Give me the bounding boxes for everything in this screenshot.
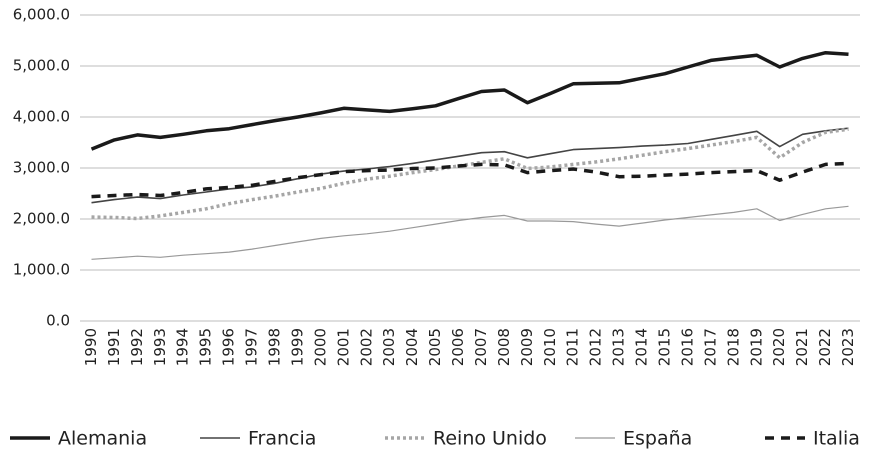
- x-tick-label: 1994: [174, 328, 192, 366]
- x-tick-label: 1992: [128, 328, 146, 366]
- x-tick-label: 2001: [334, 328, 352, 366]
- y-tick-label: 4,000.0: [13, 108, 70, 126]
- x-tick-label: 1996: [220, 328, 238, 366]
- series-line: [91, 127, 849, 204]
- x-tick-label: 2013: [610, 328, 628, 366]
- x-tick-label: 1991: [105, 328, 123, 366]
- x-tick-label: 2018: [724, 328, 742, 366]
- x-tick-label: 1990: [82, 328, 100, 366]
- x-tick-label: 2002: [357, 328, 375, 366]
- legend-label: Francia: [248, 428, 316, 450]
- x-tick-label: 1993: [151, 328, 169, 366]
- x-tick-label: 2015: [656, 328, 674, 366]
- x-tick-label: 2010: [541, 328, 559, 366]
- x-tick-label: 2014: [633, 328, 651, 366]
- x-tick-label: 2012: [587, 328, 605, 366]
- x-tick-label: 2003: [380, 328, 398, 366]
- y-tick-label: 6,000.0: [13, 6, 70, 24]
- x-tick-label: 2008: [495, 328, 513, 366]
- x-tick-label: 2005: [426, 328, 444, 366]
- x-tick-label: 1998: [266, 328, 284, 366]
- x-tick-label: 2023: [839, 328, 857, 366]
- x-tick-label: 2016: [678, 328, 696, 366]
- x-tick-label: 2000: [311, 328, 329, 366]
- x-tick-label: 2020: [770, 328, 788, 366]
- x-tick-label: 1999: [288, 328, 306, 366]
- x-tick-label: 2011: [564, 328, 582, 366]
- x-tick-label: 1995: [197, 328, 215, 366]
- x-tick-label: 2004: [403, 328, 421, 366]
- y-tick-label: 2,000.0: [13, 210, 70, 228]
- series-line: [90, 50, 849, 151]
- legend-label: España: [623, 428, 692, 450]
- legend-label: Reino Unido: [433, 428, 547, 450]
- x-tick-label: 2017: [701, 328, 719, 366]
- series-line: [91, 127, 849, 221]
- y-tick-label: 0.0: [46, 312, 70, 330]
- x-tick-label: 1997: [243, 328, 261, 366]
- legend-label: Italia: [813, 428, 860, 450]
- y-tick-label: 5,000.0: [13, 57, 70, 75]
- y-tick-label: 1,000.0: [13, 261, 70, 279]
- x-tick-label: 2007: [472, 328, 490, 366]
- x-tick-label: 2022: [816, 328, 834, 366]
- y-tick-label: 3,000.0: [13, 159, 70, 177]
- x-tick-label: 2021: [793, 328, 811, 366]
- x-tick-label: 2006: [449, 328, 467, 366]
- x-tick-label: 2019: [747, 328, 765, 366]
- x-tick-label: 2009: [518, 328, 536, 366]
- legend-label: Alemania: [58, 428, 147, 450]
- series-line: [91, 205, 849, 260]
